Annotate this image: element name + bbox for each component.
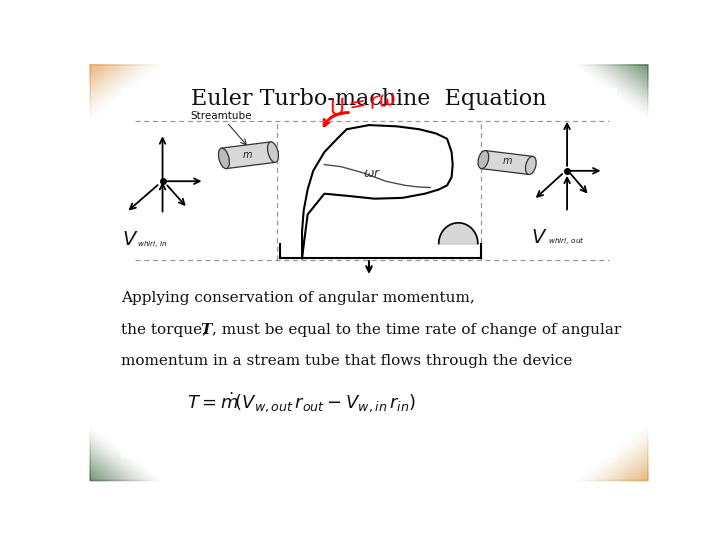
Polygon shape <box>90 467 108 481</box>
Text: $V$: $V$ <box>122 231 139 249</box>
Polygon shape <box>634 65 648 76</box>
Text: Streamtube: Streamtube <box>190 111 252 121</box>
Polygon shape <box>90 65 101 73</box>
Polygon shape <box>482 151 533 174</box>
Polygon shape <box>90 462 115 481</box>
Polygon shape <box>222 142 275 168</box>
Polygon shape <box>641 475 648 481</box>
Polygon shape <box>644 478 648 481</box>
Polygon shape <box>637 472 648 481</box>
Ellipse shape <box>218 148 230 168</box>
Polygon shape <box>90 464 112 481</box>
Polygon shape <box>90 475 97 481</box>
Text: Applying conservation of angular momentum,: Applying conservation of angular momentu… <box>121 292 474 306</box>
Polygon shape <box>630 467 648 481</box>
Text: $_{whirl,\,in}$: $_{whirl,\,in}$ <box>138 239 168 249</box>
Text: , must be equal to the time rate of change of angular: , must be equal to the time rate of chan… <box>212 322 621 336</box>
Polygon shape <box>90 65 108 78</box>
Text: $\it{m}$: $\it{m}$ <box>502 156 513 166</box>
Polygon shape <box>90 470 104 481</box>
Polygon shape <box>623 65 648 84</box>
Text: $U = r\omega$: $U = r\omega$ <box>328 89 399 120</box>
Text: the torque,: the torque, <box>121 322 212 336</box>
Polygon shape <box>90 65 104 76</box>
Polygon shape <box>90 478 94 481</box>
Polygon shape <box>626 65 648 81</box>
Polygon shape <box>90 472 101 481</box>
Polygon shape <box>637 65 648 73</box>
Ellipse shape <box>268 142 279 163</box>
Polygon shape <box>90 65 112 81</box>
Text: $V$: $V$ <box>531 229 547 247</box>
Ellipse shape <box>526 157 536 174</box>
Polygon shape <box>630 65 648 78</box>
Text: T: T <box>200 322 212 336</box>
Polygon shape <box>644 65 648 68</box>
Polygon shape <box>90 65 115 84</box>
Polygon shape <box>634 470 648 481</box>
Polygon shape <box>641 65 648 70</box>
Text: $T = \dot{m}\!\left(V_{w,out}\,r_{out} - V_{w,in}\,r_{in}\right)$: $T = \dot{m}\!\left(V_{w,out}\,r_{out} -… <box>187 390 417 414</box>
Polygon shape <box>90 65 97 70</box>
Polygon shape <box>90 65 94 68</box>
Polygon shape <box>623 462 648 481</box>
Text: momentum in a stream tube that flows through the device: momentum in a stream tube that flows thr… <box>121 354 572 368</box>
Polygon shape <box>626 464 648 481</box>
Text: Euler Turbo-machine  Equation: Euler Turbo-machine Equation <box>192 87 546 110</box>
Text: $_{whirl,\,out}$: $_{whirl,\,out}$ <box>547 237 584 247</box>
Ellipse shape <box>478 151 489 168</box>
Text: $\omega r$: $\omega r$ <box>363 167 381 180</box>
Bar <box>121 87 617 458</box>
Text: $\it{m}$: $\it{m}$ <box>243 151 253 160</box>
